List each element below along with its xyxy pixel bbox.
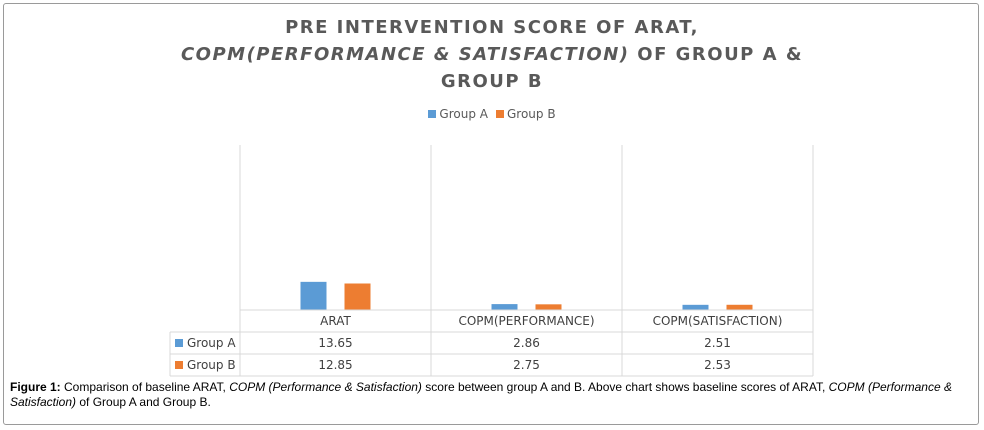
table-value: 12.85: [318, 358, 352, 372]
table-legend-swatch: [175, 361, 183, 369]
chart-title-part: (PERFORMANCE & SATISFACTION): [246, 44, 630, 65]
bar: [344, 283, 371, 310]
legend-label: Group A: [439, 107, 488, 121]
caption-part: of Group A and Group B.: [76, 395, 211, 409]
table-value: 2.75: [513, 358, 540, 372]
table-series-label: Group A: [187, 336, 236, 350]
table-value: 2.51: [704, 336, 731, 350]
caption-part: Comparison of baseline ARAT,: [60, 380, 230, 394]
caption-label: Figure 1:: [10, 380, 61, 394]
bar: [300, 281, 327, 310]
caption-part: COPM (Performance & Satisfaction): [10, 380, 952, 409]
bar: [726, 304, 753, 310]
legend-label: Group B: [506, 107, 556, 121]
legend-swatch: [495, 110, 504, 118]
bar: [682, 304, 709, 310]
figure-caption: Figure 1: Comparison of baseline ARAT, C…: [10, 380, 976, 410]
chart-legend: Group A Group B: [0, 107, 984, 121]
figure-frame: [3, 3, 979, 425]
table-legend-swatch: [175, 339, 183, 347]
legend-swatch: [428, 110, 437, 118]
chart-title-part: PRE INTERVENTION SCORE OF ARAT,: [285, 17, 699, 38]
caption-part: COPM (Performance & Satisfaction): [229, 380, 422, 394]
chart-title-part: OF GROUP A & GROUP B: [440, 44, 804, 92]
category-label: COPM(SATISFACTION): [653, 314, 783, 328]
legend-entry: Group B: [495, 107, 556, 121]
category-label: COPM(PERFORMANCE): [458, 314, 594, 328]
table-value: 13.65: [318, 336, 352, 350]
category-label: ARAT: [320, 314, 351, 328]
chart-title: PRE INTERVENTION SCORE OF ARAT, COPM(PER…: [160, 14, 824, 95]
table-value: 2.53: [704, 358, 731, 372]
chart-plot: ARAT COPM(PERFORMANCE) COPM(SATISFACTION) G…: [169, 145, 814, 377]
table-series-label: Group B: [187, 358, 236, 372]
bar: [535, 304, 562, 310]
caption-part: score between group A and B. Above chart…: [421, 380, 829, 394]
caption-text: Comparison of baseline ARAT, COPM (Perfo…: [10, 380, 952, 409]
legend-entry: Group A: [428, 107, 488, 121]
chart-title-part: COPM: [180, 44, 247, 65]
table-value: 2.86: [513, 336, 540, 350]
bar: [491, 304, 518, 310]
